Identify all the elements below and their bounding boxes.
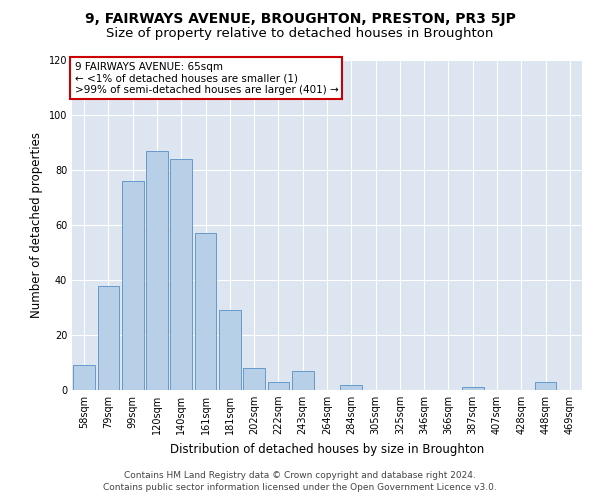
Y-axis label: Number of detached properties: Number of detached properties bbox=[30, 132, 43, 318]
Bar bbox=[170, 159, 192, 390]
Bar bbox=[340, 384, 362, 390]
Text: Contains HM Land Registry data © Crown copyright and database right 2024.
Contai: Contains HM Land Registry data © Crown c… bbox=[103, 471, 497, 492]
Text: Size of property relative to detached houses in Broughton: Size of property relative to detached ho… bbox=[106, 28, 494, 40]
Bar bbox=[194, 233, 217, 390]
Text: 9, FAIRWAYS AVENUE, BROUGHTON, PRESTON, PR3 5JP: 9, FAIRWAYS AVENUE, BROUGHTON, PRESTON, … bbox=[85, 12, 515, 26]
Bar bbox=[243, 368, 265, 390]
Bar bbox=[146, 151, 168, 390]
Bar bbox=[462, 387, 484, 390]
Bar bbox=[292, 371, 314, 390]
Bar bbox=[268, 382, 289, 390]
Bar bbox=[219, 310, 241, 390]
Bar bbox=[122, 181, 143, 390]
X-axis label: Distribution of detached houses by size in Broughton: Distribution of detached houses by size … bbox=[170, 442, 484, 456]
Bar bbox=[73, 365, 95, 390]
Bar bbox=[97, 286, 119, 390]
Bar bbox=[535, 382, 556, 390]
Text: 9 FAIRWAYS AVENUE: 65sqm
← <1% of detached houses are smaller (1)
>99% of semi-d: 9 FAIRWAYS AVENUE: 65sqm ← <1% of detach… bbox=[74, 62, 338, 95]
